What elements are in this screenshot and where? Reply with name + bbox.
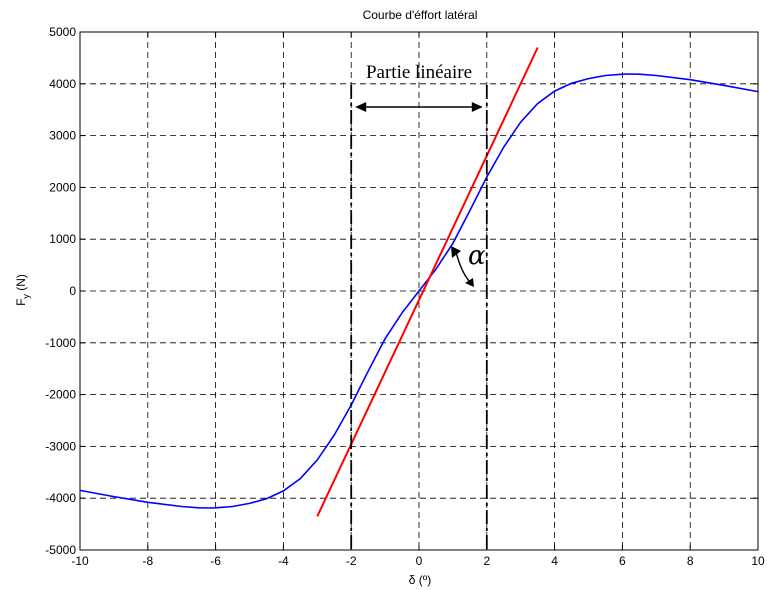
- y-tick-label: 0: [69, 284, 76, 298]
- x-tick-label: -10: [71, 554, 89, 568]
- linear-tangent-line: [316, 47, 539, 517]
- y-tick-label: -2000: [45, 388, 76, 402]
- chart-title: Courbe d'éffort latéral: [363, 8, 478, 22]
- y-tick-label: -3000: [45, 439, 76, 453]
- x-tick-label: 8: [687, 554, 694, 568]
- x-tick-label: 2: [483, 554, 490, 568]
- y-axis-label-sub: y: [21, 294, 31, 299]
- annotations: Partie linéaire α: [350, 62, 488, 550]
- x-tick-label: 6: [619, 554, 626, 568]
- alpha-arrowhead-bottom: [465, 278, 474, 287]
- y-tick-label: 3000: [49, 129, 76, 143]
- y-tick-label: 2000: [49, 180, 76, 194]
- y-tick-label: 1000: [49, 232, 76, 246]
- alpha-arrowhead-top: [451, 246, 461, 258]
- x-axis-label: δ (º): [409, 573, 431, 587]
- x-tick-label: -8: [142, 554, 153, 568]
- y-tick-label: 4000: [49, 77, 76, 91]
- series-group: [79, 47, 759, 517]
- x-tick-label: 0: [416, 554, 423, 568]
- x-tick-label: 10: [751, 554, 765, 568]
- arrowhead-left: [355, 102, 367, 112]
- y-tick-label: -5000: [45, 543, 76, 557]
- y-axis-label-unit: (N): [14, 274, 28, 294]
- x-tick-label: 4: [551, 554, 558, 568]
- y-tick-label: -4000: [45, 491, 76, 505]
- alpha-label: α: [468, 241, 486, 271]
- y-axis-ticks: -5000 -4000 -3000 -2000 -1000 0 1000 2000 3000 40…: [45, 25, 758, 557]
- arrowhead-right: [471, 102, 483, 112]
- x-tick-label: -4: [278, 554, 289, 568]
- x-tick-label: -2: [346, 554, 357, 568]
- lateral-force-curve: [79, 73, 759, 509]
- linear-region-label: Partie linéaire: [366, 62, 472, 83]
- x-axis-ticks: -10 -8 -6 -4 -2 0 2 4 6 8 10: [71, 32, 765, 568]
- y-axis-label-main: F: [14, 299, 28, 306]
- y-tick-label: -1000: [45, 336, 76, 350]
- y-axis-label: Fy (N): [14, 274, 31, 306]
- x-tick-label: -6: [210, 554, 221, 568]
- y-tick-label: 5000: [49, 25, 76, 39]
